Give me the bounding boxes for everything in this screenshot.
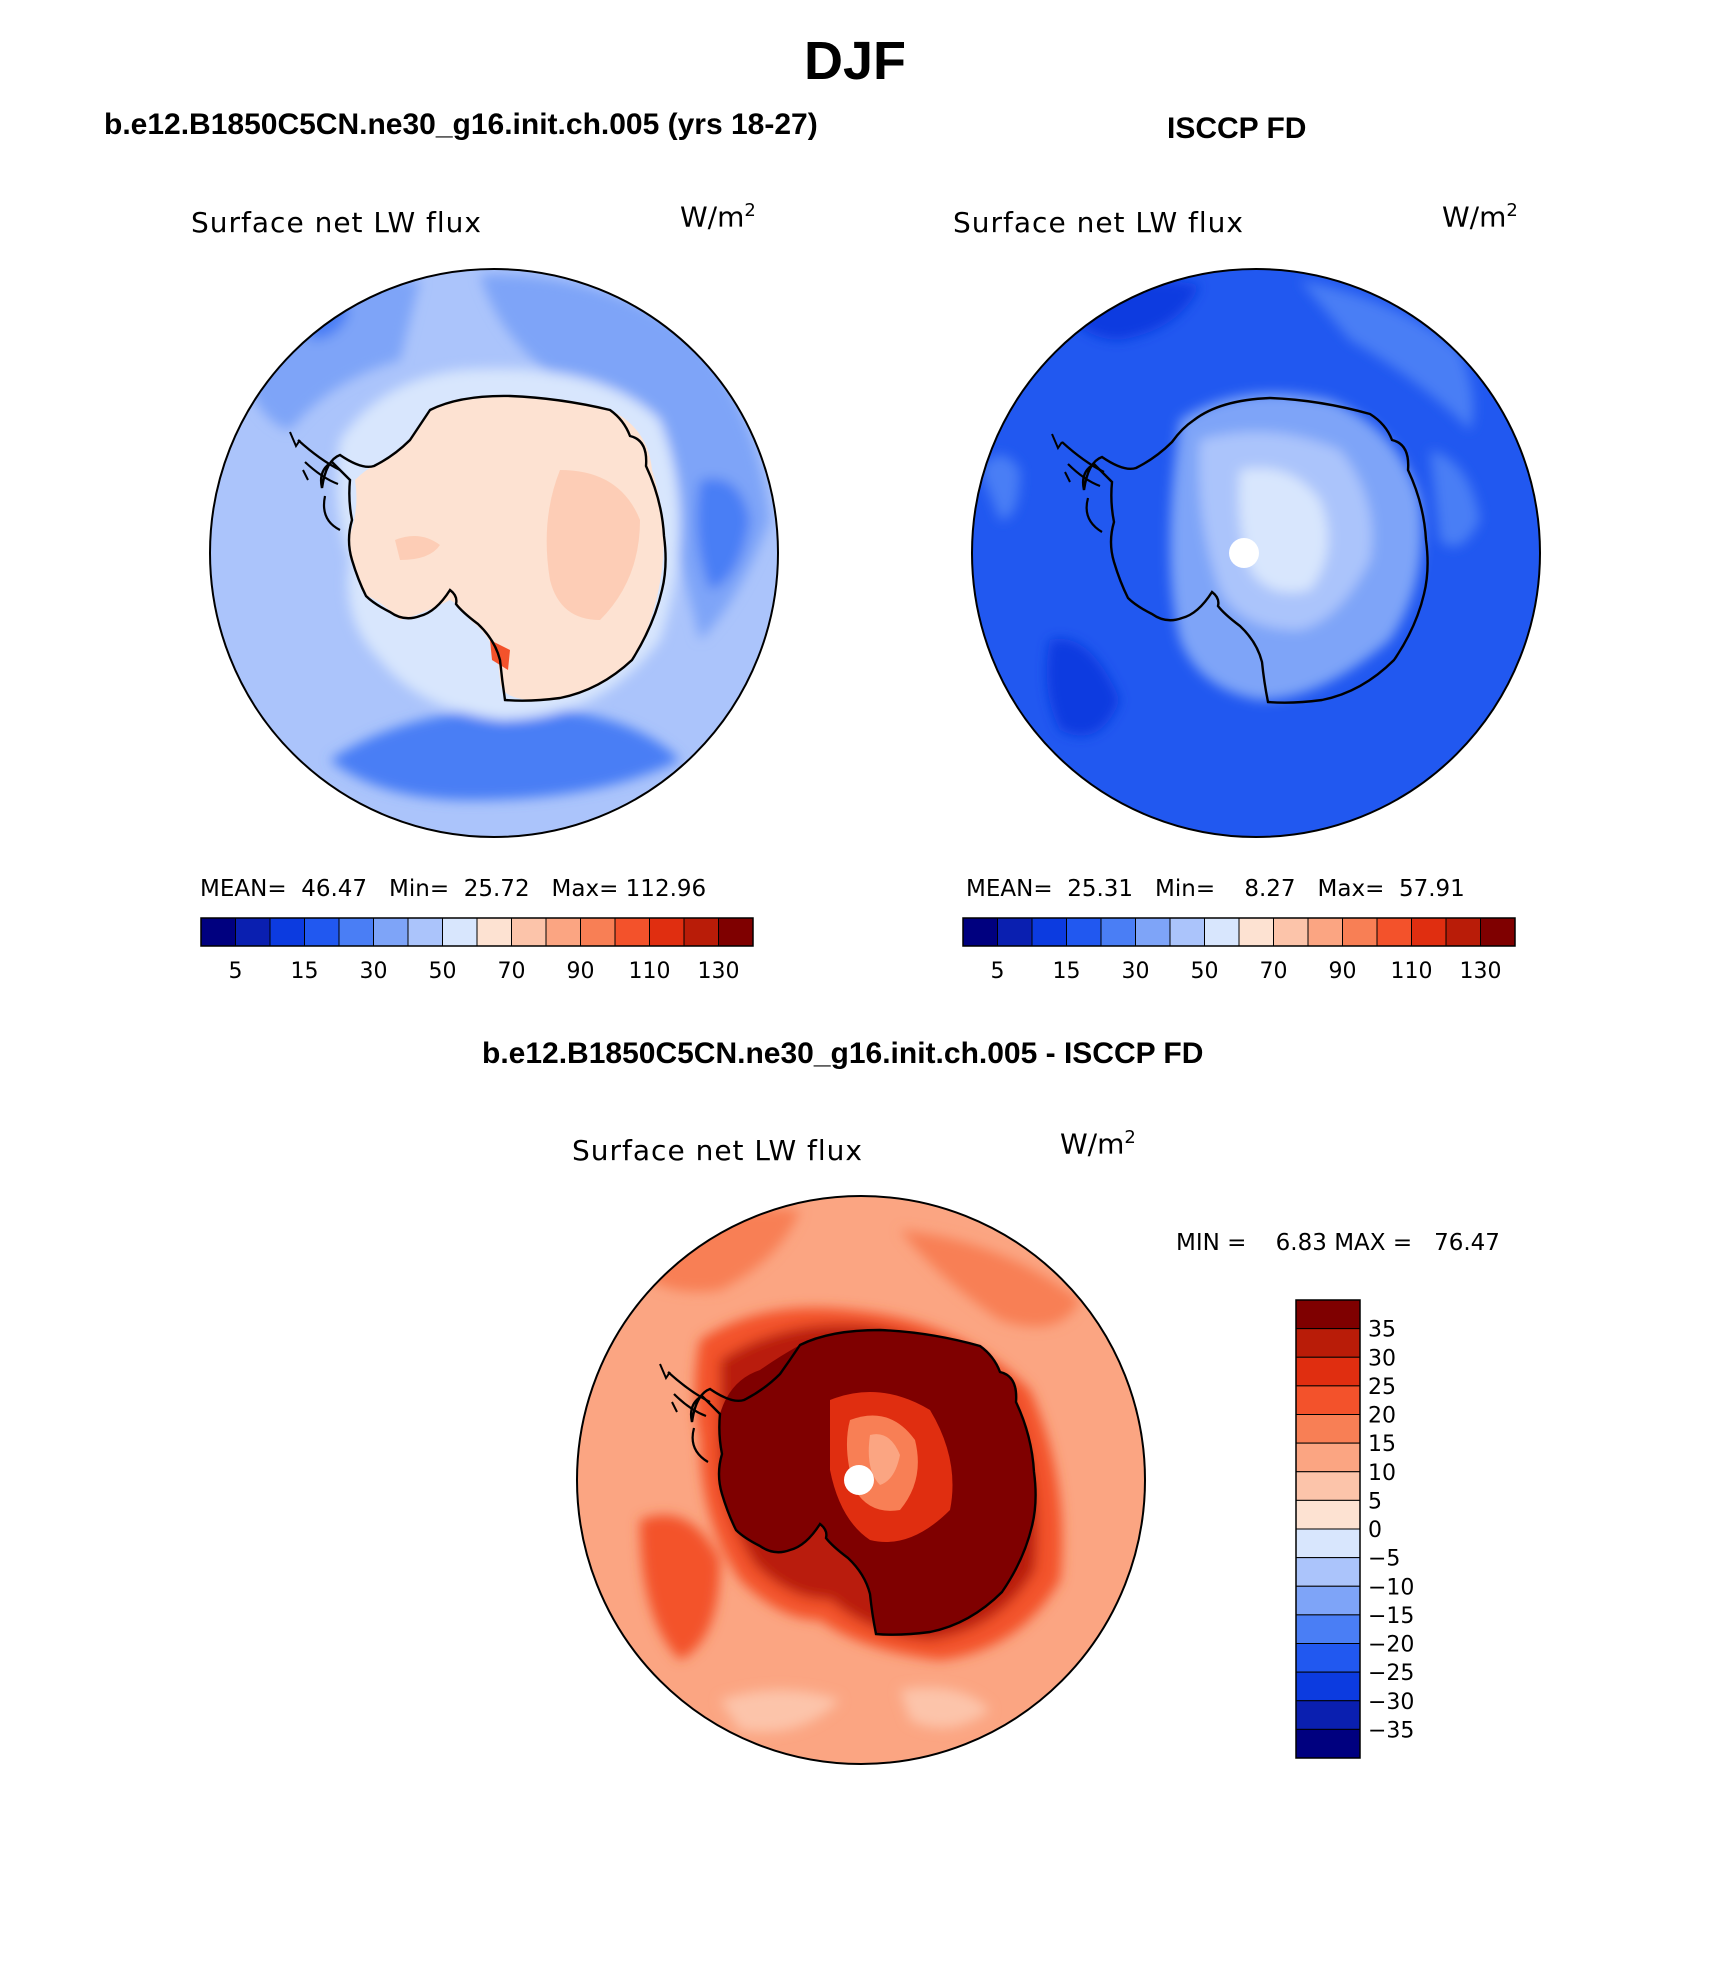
panel2-colorbar-tick-label: 30 [1122, 959, 1150, 984]
panel3-colorbar-swatch [1295, 1299, 1361, 1330]
panel3-colorbar-swatch [1295, 1328, 1361, 1358]
panel1-colorbar-swatch [373, 917, 409, 947]
panel3-colorbar-tick-label: −10 [1368, 1575, 1414, 1600]
panel2-map-title: Surface net LW flux [953, 206, 1244, 239]
panel1-colorbar-swatch [683, 917, 719, 947]
panel3-colorbar-tick-label: 30 [1368, 1346, 1396, 1371]
panel2-colorbar-swatch [1342, 917, 1378, 947]
panel3-colorbar-tick-label: 5 [1368, 1489, 1382, 1514]
panel1-colorbar-tick-label: 5 [229, 959, 243, 984]
panel1-colorbar-tick-label: 30 [360, 959, 388, 984]
panel3-colorbar-tick-label: 0 [1368, 1518, 1382, 1543]
panel2-colorbar-tick-label: 90 [1329, 959, 1357, 984]
panel2-colorbar-swatch [1273, 917, 1309, 947]
panel3-minmax: MIN = 6.83 MAX = 76.47 [1176, 1230, 1500, 1256]
panel3-colorbar-tick-label: −5 [1368, 1547, 1400, 1572]
panel3-colorbar-tick-label: −25 [1368, 1661, 1414, 1686]
panel1-colorbar-tick-label: 110 [629, 959, 671, 984]
panel1-colorbar-swatch [338, 917, 374, 947]
panel3-colorbar-tick-label: 15 [1368, 1432, 1396, 1457]
panel2-colorbar-swatch [1411, 917, 1447, 947]
panel3-header: b.e12.B1850C5CN.ne30_g16.init.ch.005 - I… [482, 1037, 1204, 1070]
panel2-colorbar-tick-label: 110 [1391, 959, 1433, 984]
panel1-colorbar-swatch [511, 917, 547, 947]
panel1-header: b.e12.B1850C5CN.ne30_g16.init.ch.005 (yr… [104, 108, 818, 141]
panel1-units: W/m2 [680, 200, 756, 234]
panel2-colorbar-swatch [1031, 917, 1067, 947]
panel3-colorbar-swatch [1295, 1671, 1361, 1702]
panel3-colorbar-tick-label: −15 [1368, 1604, 1414, 1629]
panel3-colorbar-swatch [1295, 1442, 1361, 1473]
panel1-colorbar-swatch [235, 917, 271, 947]
panel1-colorbar-swatch [614, 917, 650, 947]
panel1-colorbar-tick-label: 50 [429, 959, 457, 984]
panel3-map [576, 1195, 1146, 1765]
panel1-colorbar-tick-label: 15 [291, 959, 319, 984]
panel2-colorbar-swatch [1135, 917, 1171, 947]
panel2-colorbar-swatch [1307, 917, 1343, 947]
panel3-map-title: Surface net LW flux [572, 1134, 863, 1167]
panel3-colorbar-tick-label: −30 [1368, 1690, 1414, 1715]
panel1-colorbar-swatch [200, 917, 236, 947]
panel2-colorbar-tick-label: 50 [1191, 959, 1219, 984]
panel1-stats: MEAN= 46.47 Min= 25.72 Max= 112.96 [200, 876, 707, 902]
panel1-colorbar-tick-label: 70 [498, 959, 526, 984]
panel1-colorbar-swatch [649, 917, 685, 947]
panel2-colorbar-tick-label: 70 [1260, 959, 1288, 984]
panel3-colorbar-swatch [1295, 1700, 1361, 1730]
panel2-stats: MEAN= 25.31 Min= 8.27 Max= 57.91 [966, 876, 1465, 902]
panel3-colorbar-tick-label: 25 [1368, 1375, 1396, 1400]
panel1-map-title: Surface net LW flux [191, 206, 482, 239]
panel3-colorbar-swatch [1295, 1471, 1361, 1501]
panel2-colorbar-swatch [997, 917, 1033, 947]
panel1-colorbar-swatch [269, 917, 305, 947]
panel3-colorbar-swatch [1295, 1414, 1361, 1444]
panel1-colorbar-swatch [304, 917, 340, 947]
panel3-colorbar-swatch [1295, 1499, 1361, 1530]
panel3-colorbar-tick-label: 35 [1368, 1318, 1396, 1343]
panel2-units: W/m2 [1442, 200, 1518, 234]
panel1-colorbar-swatch [580, 917, 616, 947]
panel3-colorbar-tick-label: 10 [1368, 1461, 1396, 1486]
panel3-colorbar-swatch [1295, 1643, 1361, 1673]
panel3-colorbar-swatch [1295, 1385, 1361, 1415]
panel2-colorbar-tick-label: 5 [991, 959, 1005, 984]
panel2-colorbar-swatch [1204, 917, 1240, 947]
panel2-colorbar: 5 15 30 50 70 90 110 130 [962, 917, 1516, 984]
panel2-colorbar-swatch [962, 917, 998, 947]
figure-title: DJF [803, 31, 906, 91]
panel2-colorbar-tick-label: 130 [1460, 959, 1502, 984]
panel1-colorbar-tick-label: 130 [698, 959, 740, 984]
panel3-units: W/m2 [1060, 1127, 1136, 1161]
panel2-colorbar-swatch [1238, 917, 1274, 947]
panel3-colorbar: 35 30 25 20 15 10 5 0 −5 −10 −15 −20 −25 −30 −35 [1295, 1299, 1414, 1759]
panel1-colorbar-tick-label: 90 [567, 959, 595, 984]
panel3-colorbar-swatch [1295, 1614, 1361, 1644]
panel3-colorbar-tick-label: 20 [1368, 1404, 1396, 1429]
panel3-colorbar-swatch [1295, 1557, 1361, 1587]
panel2-header: ISCCP FD [1167, 112, 1307, 145]
panel3-colorbar-swatch [1295, 1528, 1361, 1559]
panel1-colorbar-swatch [442, 917, 478, 947]
panel3-colorbar-swatch [1295, 1585, 1361, 1616]
panel1-colorbar-swatch [407, 917, 443, 947]
panel3-colorbar-swatch [1295, 1728, 1361, 1759]
panel1-colorbar-swatch [476, 917, 512, 947]
panel1-colorbar: 5 15 30 50 70 90 110 130 [200, 917, 754, 984]
panel2-colorbar-swatch [1169, 917, 1205, 947]
panel2-colorbar-swatch [1066, 917, 1102, 947]
panel3-colorbar-tick-label: −20 [1368, 1633, 1414, 1658]
panel1-colorbar-swatch [545, 917, 581, 947]
panel2-colorbar-swatch [1376, 917, 1412, 947]
panel2-colorbar-swatch [1100, 917, 1136, 947]
panel1-map [209, 268, 779, 838]
panel2-colorbar-swatch [1445, 917, 1481, 947]
panel2-colorbar-tick-label: 15 [1053, 959, 1081, 984]
panel3-colorbar-tick-label: −35 [1368, 1718, 1414, 1743]
panel1-colorbar-swatch [718, 917, 754, 947]
panel3-colorbar-swatch [1295, 1356, 1361, 1387]
panel2-colorbar-swatch [1480, 917, 1516, 947]
panel2-map [971, 268, 1541, 838]
